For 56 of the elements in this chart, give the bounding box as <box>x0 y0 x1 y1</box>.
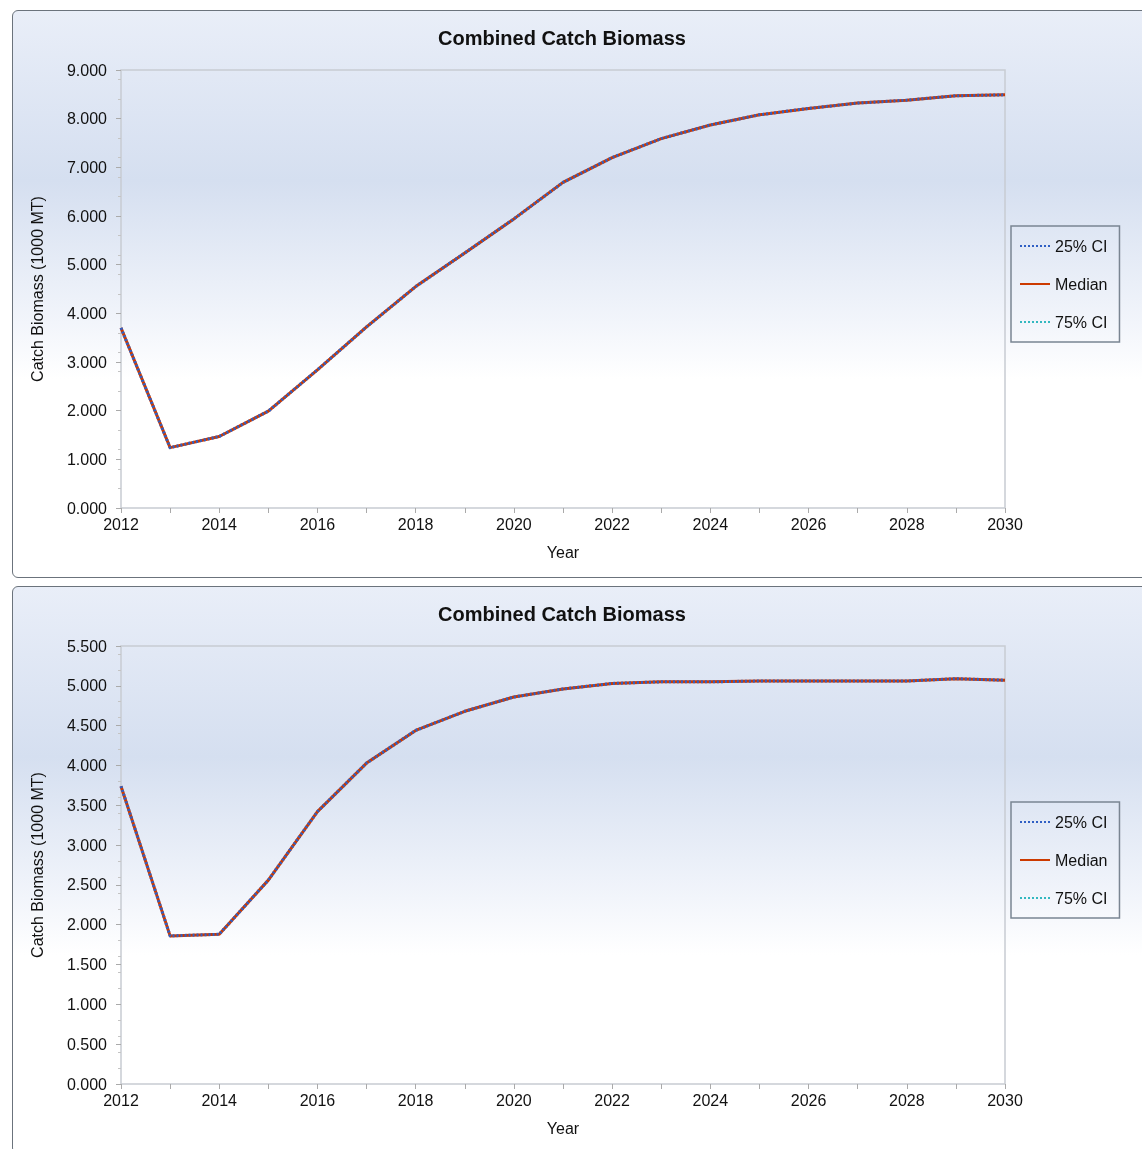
y-tick-label: 5.000 <box>66 256 108 274</box>
x-tick-label: 2028 <box>888 515 925 533</box>
x-tick-label: 2022 <box>594 515 631 533</box>
x-tick-label: 2016 <box>299 1091 336 1109</box>
x-tick-label: 2028 <box>888 1091 925 1109</box>
x-tick-label: 2026 <box>790 1091 827 1109</box>
x-tick-label: 2014 <box>201 515 238 533</box>
y-tick-label: 2.500 <box>66 876 108 894</box>
x-tick-label: 2030 <box>987 515 1023 533</box>
chart-title: Combined Catch Biomass <box>438 603 686 625</box>
y-tick-label: 0.000 <box>66 1075 108 1093</box>
x-tick-label: 2016 <box>299 515 336 533</box>
y-tick-label: 2.000 <box>66 402 108 420</box>
x-tick-label: 2014 <box>201 1091 238 1109</box>
x-tick-label: 2022 <box>594 1091 631 1109</box>
y-tick-label: 1.000 <box>66 995 108 1013</box>
x-tick-label: 2020 <box>496 1091 532 1109</box>
x-tick-label: 2018 <box>397 1091 434 1109</box>
legend-label: 25% CI <box>1055 813 1108 831</box>
y-tick-label: 1.500 <box>66 956 108 974</box>
y-tick-label: 8.000 <box>66 110 108 128</box>
y-tick-label: 3.000 <box>66 353 108 371</box>
legend-label: 75% CI <box>1055 889 1108 907</box>
y-tick-label: 4.000 <box>66 304 108 322</box>
y-tick-label: 2.000 <box>66 916 108 934</box>
y-tick-label: 3.500 <box>66 796 108 814</box>
x-tick-label: 2020 <box>496 515 532 533</box>
y-tick-label: 5.000 <box>66 677 108 695</box>
y-tick-label: 4.000 <box>66 756 108 774</box>
y-tick-label: 5.500 <box>66 637 108 655</box>
x-tick-label: 2026 <box>790 515 827 533</box>
x-tick-label: 2024 <box>692 515 729 533</box>
x-tick-label: 2012 <box>103 1091 139 1109</box>
y-axis-title: Catch Biomass (1000 MT) <box>28 196 46 382</box>
y-tick-label: 9.000 <box>66 61 108 79</box>
x-tick-label: 2018 <box>397 515 434 533</box>
x-tick-label: 2012 <box>103 515 139 533</box>
y-tick-label: 7.000 <box>66 158 108 176</box>
line-series <box>119 677 1007 938</box>
line-series <box>119 93 1007 450</box>
legend-label: Median <box>1055 851 1108 869</box>
chart-title: Combined Catch Biomass <box>438 27 686 49</box>
y-axis-title: Catch Biomass (1000 MT) <box>28 772 46 958</box>
legend-label: Median <box>1055 275 1108 293</box>
x-tick-label: 2030 <box>987 1091 1023 1109</box>
y-tick-label: 3.000 <box>66 836 108 854</box>
y-tick-label: 6.000 <box>66 207 108 225</box>
y-tick-label: 4.500 <box>66 717 108 735</box>
y-tick-label: 0.000 <box>66 499 108 517</box>
legend-label: 75% CI <box>1055 313 1108 331</box>
y-tick-label: 1.000 <box>66 450 108 468</box>
y-tick-label: 0.500 <box>66 1035 108 1053</box>
x-tick-label: 2024 <box>692 1091 729 1109</box>
legend-label: 25% CI <box>1055 237 1108 255</box>
x-axis-title: Year <box>546 1119 580 1137</box>
x-axis-title: Year <box>546 543 580 561</box>
